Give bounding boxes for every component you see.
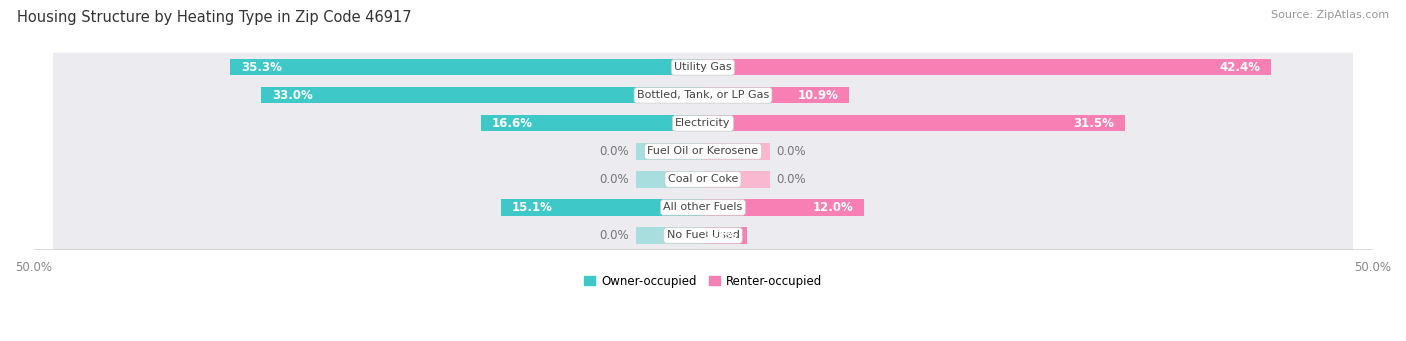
- Text: No Fuel Used: No Fuel Used: [666, 231, 740, 240]
- Text: 10.9%: 10.9%: [797, 89, 838, 102]
- Bar: [703, 59, 1271, 75]
- FancyBboxPatch shape: [53, 193, 1353, 222]
- Text: 3.3%: 3.3%: [704, 229, 737, 242]
- Text: 35.3%: 35.3%: [240, 61, 283, 74]
- Bar: [231, 59, 703, 75]
- FancyBboxPatch shape: [53, 221, 1353, 250]
- FancyBboxPatch shape: [53, 109, 1353, 138]
- Text: Fuel Oil or Kerosene: Fuel Oil or Kerosene: [647, 146, 759, 157]
- Text: 33.0%: 33.0%: [271, 89, 312, 102]
- Text: 31.5%: 31.5%: [1073, 117, 1114, 130]
- Bar: [703, 171, 770, 188]
- Text: 12.0%: 12.0%: [813, 201, 853, 214]
- FancyBboxPatch shape: [53, 137, 1353, 166]
- Text: Source: ZipAtlas.com: Source: ZipAtlas.com: [1271, 10, 1389, 20]
- Text: 15.1%: 15.1%: [512, 201, 553, 214]
- FancyBboxPatch shape: [53, 53, 1353, 82]
- Bar: [703, 143, 770, 160]
- Text: 0.0%: 0.0%: [776, 145, 806, 158]
- Bar: [262, 87, 703, 103]
- FancyBboxPatch shape: [53, 81, 1353, 110]
- Bar: [481, 115, 703, 132]
- Text: Utility Gas: Utility Gas: [675, 62, 731, 72]
- Text: Bottled, Tank, or LP Gas: Bottled, Tank, or LP Gas: [637, 90, 769, 100]
- Text: Coal or Coke: Coal or Coke: [668, 174, 738, 184]
- Text: All other Fuels: All other Fuels: [664, 203, 742, 212]
- Text: 0.0%: 0.0%: [600, 173, 630, 186]
- Bar: [501, 199, 703, 216]
- Bar: [636, 227, 703, 243]
- Text: Housing Structure by Heating Type in Zip Code 46917: Housing Structure by Heating Type in Zip…: [17, 10, 412, 25]
- Text: 0.0%: 0.0%: [776, 173, 806, 186]
- Text: Electricity: Electricity: [675, 118, 731, 128]
- Bar: [636, 171, 703, 188]
- Bar: [703, 199, 863, 216]
- Legend: Owner-occupied, Renter-occupied: Owner-occupied, Renter-occupied: [579, 270, 827, 293]
- Bar: [636, 143, 703, 160]
- Bar: [703, 227, 747, 243]
- Text: 42.4%: 42.4%: [1219, 61, 1260, 74]
- Text: 0.0%: 0.0%: [600, 229, 630, 242]
- Text: 16.6%: 16.6%: [492, 117, 533, 130]
- Bar: [703, 87, 849, 103]
- Bar: [703, 115, 1125, 132]
- FancyBboxPatch shape: [53, 165, 1353, 194]
- Text: 0.0%: 0.0%: [600, 145, 630, 158]
